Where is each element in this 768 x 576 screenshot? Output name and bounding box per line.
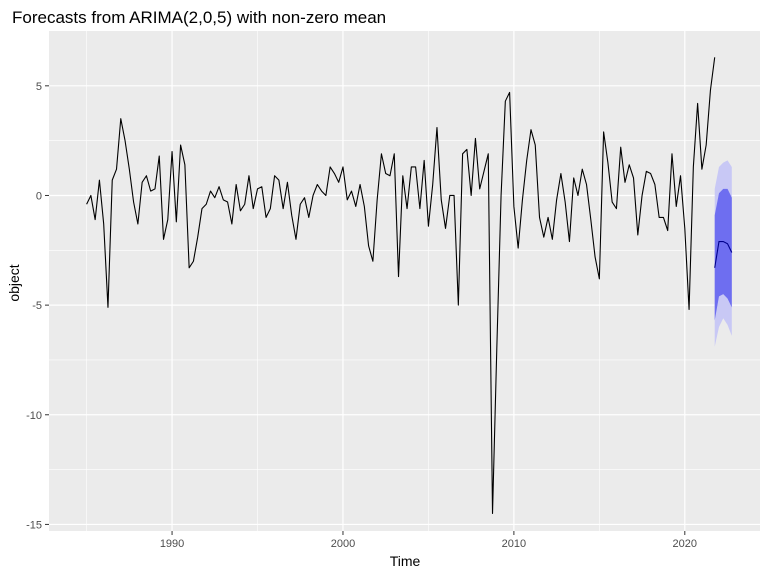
x-tick-label: 2000 — [331, 538, 355, 550]
x-tick-label: 2010 — [502, 538, 526, 550]
y-tick-label: 5 — [36, 81, 42, 93]
forecast-mean-line — [714, 240, 733, 268]
prediction-interval-80 — [714, 188, 732, 321]
x-tick-label: 1990 — [160, 538, 184, 550]
y-tick-label: -15 — [26, 519, 42, 531]
plot-panel — [49, 31, 760, 531]
y-tick-label: 0 — [36, 190, 42, 202]
series-lines — [86, 57, 733, 515]
x-axis-title: Time — [390, 553, 421, 569]
y-tick-label: -10 — [26, 410, 42, 422]
prediction-intervals — [714, 160, 732, 347]
y-tick-label: -5 — [32, 300, 42, 312]
y-axis: -15 -10 -5 0 5 — [26, 81, 49, 531]
observed-series-line — [86, 57, 716, 515]
major-gridlines — [49, 31, 760, 531]
minor-gridlines — [49, 31, 760, 531]
y-axis-title: object — [6, 264, 22, 301]
x-axis: 1990 2000 2010 2020 — [160, 531, 697, 550]
chart-title: Forecasts from ARIMA(2,0,5) with non-zer… — [12, 8, 386, 27]
x-tick-label: 2020 — [673, 538, 697, 550]
